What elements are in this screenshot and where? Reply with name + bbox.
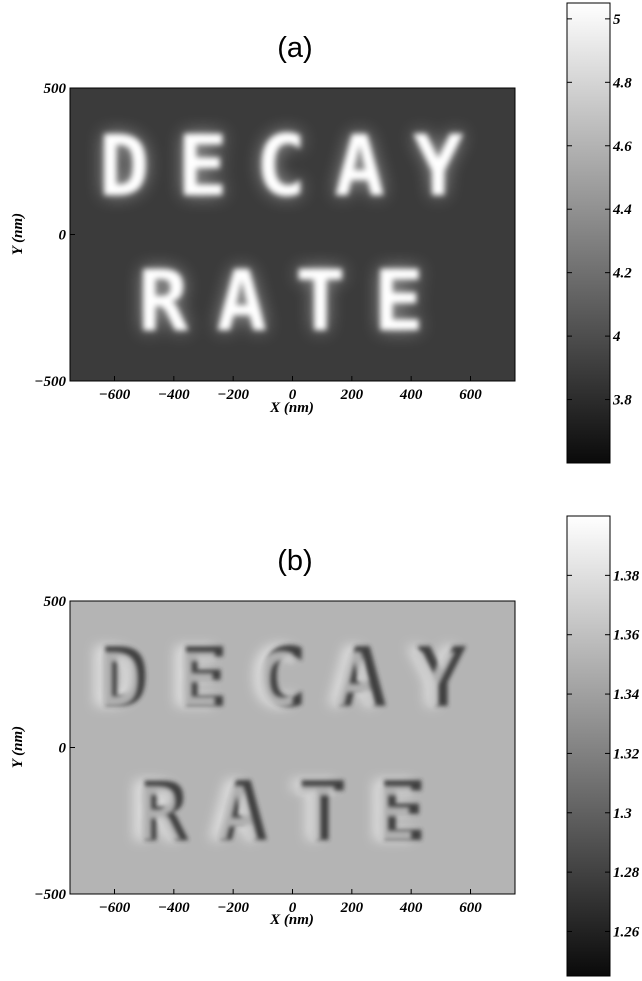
x-tick-label: −400 [158,387,190,403]
panel-b-fill-line1: DECAY [97,638,490,724]
colorbar-tick-label: 1.38 [613,568,640,584]
colorbar-tick-label: 4.6 [612,139,632,155]
panel-b-halo-line1: DECAY [90,631,487,726]
panel-b-edges-line1: DECAY [100,631,497,726]
x-tick-label: 400 [399,387,423,403]
x-tick-label: −200 [217,387,249,403]
panel-b-heatmap: DECAY RATE DECAY RATE DECAY RATE [70,601,515,894]
x-tick-label: 600 [459,900,482,916]
panel-b-fill-line2: RATE [136,772,450,858]
colorbar-tick-label: 4.2 [612,266,632,282]
x-tick-label: 200 [340,387,364,403]
panel-b-halo-line2: RATE [129,765,446,860]
panel-a-halo-line1: DECAY [99,117,492,215]
panel-b-colorbar-ticks: 1.26 1.28 1.3 1.32 1.34 1.36 1.38 [567,568,640,940]
panel-a-letters-line2: RATE [138,252,452,350]
x-tick-label: −600 [99,900,131,916]
panel-a-halo-line2: RATE [138,252,452,350]
colorbar-tick-label: 4 [612,329,621,345]
colorbar-tick-label: 1.3 [613,806,632,822]
panel-a-letters-line1: DECAY [99,117,492,215]
colorbar-tick-label: 5 [613,12,621,28]
x-tick-label: 600 [459,387,482,403]
y-tick-label: −500 [34,374,66,390]
panel-b-x-ticks: −600 −400 −200 0 200 400 600 [99,889,482,916]
x-tick-label: −400 [158,900,190,916]
colorbar-tick-label: 1.28 [613,865,640,881]
panel-b-ylabel: Y (nm) [10,726,26,768]
panel-a: (a) DECAY RATE DECAY RATE −600 −400 −200 0 2… [10,2,632,464]
panel-a-y-ticks: −500 0 500 [34,81,75,390]
colorbar-tick-label: 3.8 [612,393,632,409]
panel-b-edges-line2: RATE [139,765,456,860]
y-tick-label: 500 [44,594,67,610]
x-tick-label: 0 [289,387,297,403]
y-tick-label: 500 [44,81,67,97]
panel-b-title: (b) [277,545,312,577]
panel-a-ylabel: Y (nm) [10,213,26,255]
colorbar-tick-label: 1.34 [613,687,640,703]
x-tick-label: 200 [340,900,364,916]
panel-b-colorbar [566,515,611,977]
panel-a-colorbar-ticks: 3.8 4 4.2 4.4 4.6 4.8 5 [567,12,632,409]
panel-a-colorbar [566,2,611,464]
colorbar-tick-label: 4.8 [612,75,632,91]
panel-b-xlabel: X (nm) [269,912,314,928]
panel-b: (b) DECAY RATE DECAY RATE DECAY RATE −60… [10,515,640,977]
panel-b-background [70,601,515,894]
x-tick-label: −600 [99,387,131,403]
y-tick-label: 0 [59,228,67,244]
panel-a-xlabel: X (nm) [269,400,314,416]
panel-a-background [70,88,515,381]
panel-a-title: (a) [277,32,312,64]
panel-a-heatmap: DECAY RATE DECAY RATE [70,88,515,381]
x-tick-label: −200 [217,900,249,916]
colorbar-tick-label: 1.32 [613,746,640,762]
x-tick-label: 0 [289,900,297,916]
panel-a-x-ticks: −600 −400 −200 0 200 400 600 [99,376,482,403]
colorbar-tick-label: 1.26 [613,924,640,940]
y-tick-label: 0 [59,741,67,757]
x-tick-label: 400 [399,900,423,916]
panel-b-y-ticks: −500 0 500 [34,594,75,903]
colorbar-tick-label: 4.4 [612,202,632,218]
colorbar-tick-label: 1.36 [613,628,640,644]
y-tick-label: −500 [34,887,66,903]
